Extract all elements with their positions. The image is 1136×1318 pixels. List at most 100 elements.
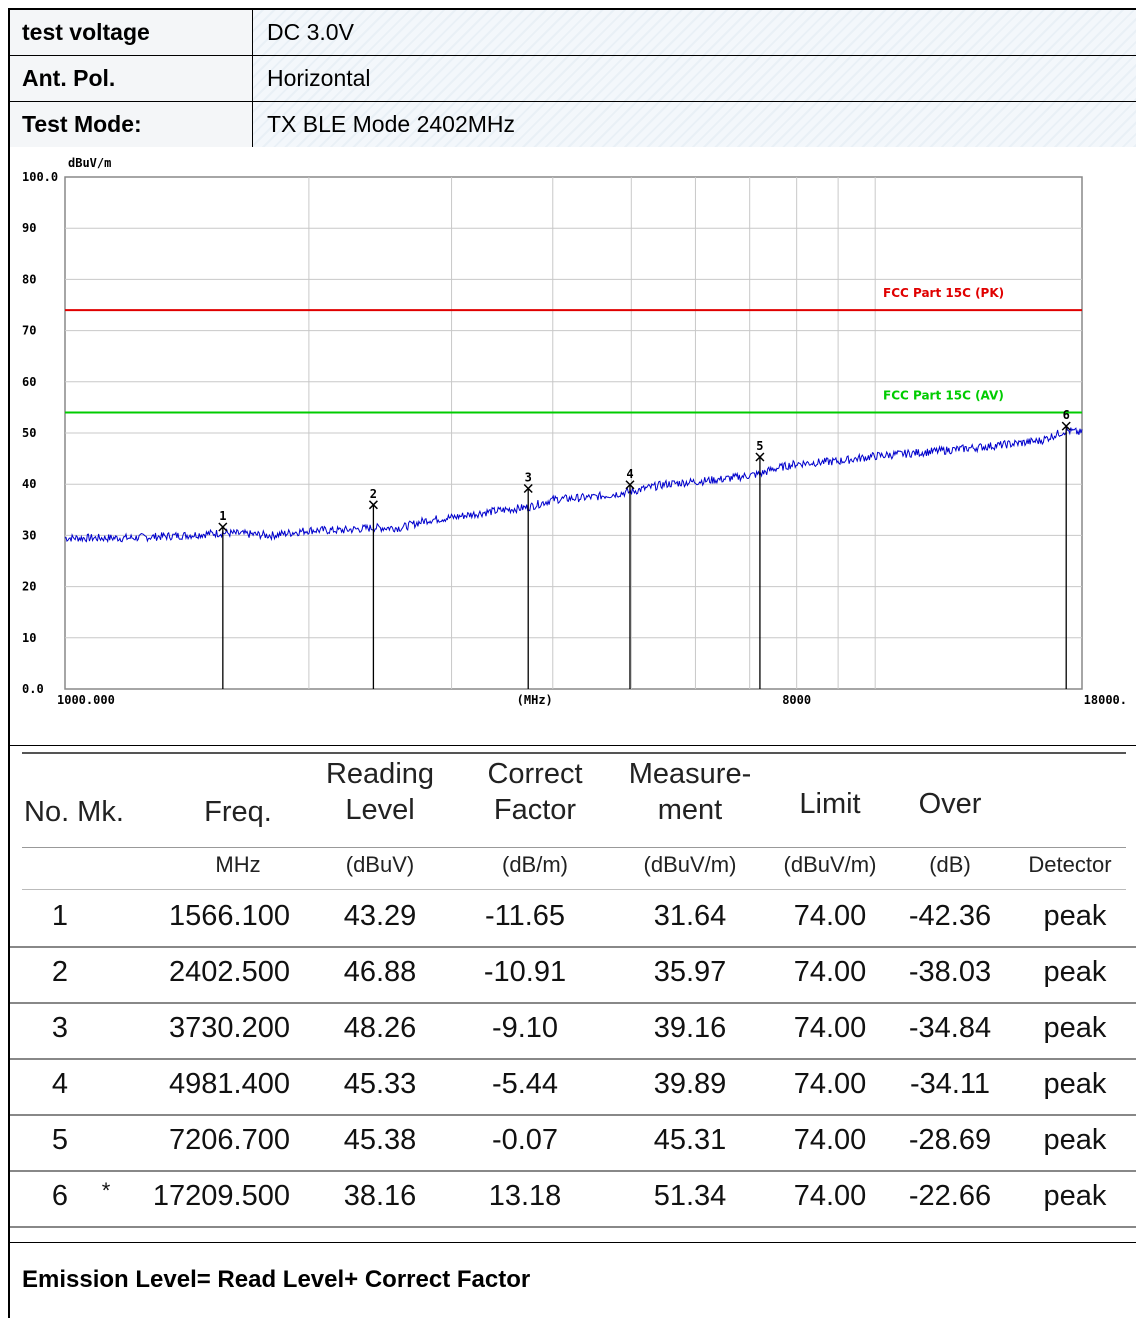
cell-measure: 51.34 <box>653 1180 727 1212</box>
cell-over: -42.36 <box>908 900 992 932</box>
cell-reading: 48.26 <box>343 1012 417 1044</box>
cell-no: 2 <box>51 956 69 988</box>
x-tick-label: 8000 <box>782 693 811 707</box>
cell-limit: 74.00 <box>793 900 867 932</box>
cell-freq: 2402.500 <box>169 956 290 988</box>
cell-over: -28.69 <box>908 1124 992 1156</box>
ant-pol-label: Ant. Pol. <box>10 56 253 101</box>
header-correct-line1: Correct <box>487 758 583 790</box>
cell-no: 1 <box>51 900 69 932</box>
y-tick-label: 70 <box>22 324 36 338</box>
report-frame <box>8 8 1136 1318</box>
marker-label: 5 <box>756 439 763 453</box>
marker-x <box>218 522 228 532</box>
header-over: Over <box>918 788 982 820</box>
cell-detector: peak <box>1043 1068 1107 1100</box>
unit-limit: (dBuV/m) <box>783 852 877 877</box>
cell-limit: 74.00 <box>793 1068 867 1100</box>
y-tick-label: 50 <box>22 426 36 440</box>
unit-over: (dB) <box>929 852 971 877</box>
header-reading-line1: Reading <box>325 758 435 790</box>
test-mode-value: TX BLE Mode 2402MHz <box>253 102 1136 147</box>
y-tick-label: 60 <box>22 375 36 389</box>
cell-correct: -0.07 <box>491 1124 559 1156</box>
cell-no: 4 <box>51 1068 69 1100</box>
table-row: 4 4981.400 45.33 -5.44 39.89 74.00 -34.1… <box>10 1064 1136 1116</box>
cell-over: -34.84 <box>908 1012 992 1044</box>
header-freq: Freq. <box>204 796 272 828</box>
test-voltage-label: test voltage <box>10 10 253 55</box>
marker-label: 1 <box>219 509 226 523</box>
y-tick-label: 20 <box>22 580 36 594</box>
cell-measure: 39.16 <box>653 1012 727 1044</box>
ant-pol-value: Horizontal <box>253 56 1136 101</box>
marker-label: 2 <box>370 487 377 501</box>
cell-limit: 74.00 <box>793 1180 867 1212</box>
emission-trace <box>64 425 1083 544</box>
emission-chart-svg: 100.09080706050403020100.0dBuV/m1000.000… <box>22 156 1127 707</box>
cell-no: 5 <box>51 1124 69 1156</box>
header-no-mk: No. Mk. <box>24 796 124 828</box>
marker-label: 6 <box>1063 408 1070 422</box>
test-mode-label: Test Mode: <box>10 102 253 147</box>
results-table: No. Mk. Freq. Reading Level Correct Fact… <box>10 746 1136 1243</box>
x-tick-label: (MHz) <box>517 693 553 707</box>
cell-limit: 74.00 <box>793 1012 867 1044</box>
y-tick-label: 30 <box>22 528 36 542</box>
cell-freq: 7206.700 <box>169 1124 290 1156</box>
cell-detector: peak <box>1043 1180 1107 1212</box>
cell-no: 6 <box>51 1180 69 1212</box>
header-measure-line2: ment <box>657 794 723 826</box>
table-row: 3 3730.200 48.26 -9.10 39.16 74.00 -34.8… <box>10 1008 1136 1060</box>
marker-x <box>523 483 533 494</box>
cell-detector: peak <box>1043 1124 1107 1156</box>
unit-measure: (dBuV/m) <box>643 852 737 877</box>
cell-freq: 4981.400 <box>169 1068 290 1100</box>
cell-correct: -10.91 <box>483 956 567 988</box>
cell-measure: 45.31 <box>653 1124 727 1156</box>
cell-reading: 45.33 <box>343 1068 417 1100</box>
header-reading-line2: Level <box>345 794 415 826</box>
test-voltage-value: DC 3.0V <box>253 10 1136 55</box>
table-row: 2 2402.500 46.88 -10.91 35.97 74.00 -38.… <box>10 952 1136 1004</box>
table-row: 6 * 17209.500 38.16 13.18 51.34 74.00 -2… <box>10 1176 1136 1228</box>
y-tick-label: 40 <box>22 477 36 491</box>
units-rule <box>22 889 1126 890</box>
cell-no: 3 <box>51 1012 69 1044</box>
test-info-table: test voltage DC 3.0V Ant. Pol. Horizonta… <box>10 10 1136 148</box>
cell-over: -38.03 <box>908 956 992 988</box>
cell-correct: 13.18 <box>488 1180 562 1212</box>
test-voltage-row: test voltage DC 3.0V <box>10 10 1136 56</box>
y-tick-label: 10 <box>22 631 36 645</box>
header-rule <box>22 847 1126 848</box>
unit-freq: MHz <box>215 852 261 877</box>
marker-label: 3 <box>525 471 532 485</box>
cell-correct: -5.44 <box>491 1068 559 1100</box>
y-axis-unit: dBuV/m <box>68 156 111 170</box>
marker-label: 4 <box>626 467 633 481</box>
cell-reading: 38.16 <box>343 1180 417 1212</box>
x-tick-label: 18000. <box>1084 693 1127 707</box>
unit-reading: (dBuV) <box>345 852 415 877</box>
limit-label: FCC Part 15C (AV) <box>883 389 1004 403</box>
y-tick-label: 90 <box>22 221 36 235</box>
cell-freq: 1566.100 <box>169 900 290 932</box>
header-limit: Limit <box>799 788 861 820</box>
cell-over: -22.66 <box>908 1180 992 1212</box>
cell-measure: 35.97 <box>653 956 727 988</box>
unit-correct: (dB/m) <box>502 852 568 877</box>
marker-x <box>625 480 635 490</box>
marker-x <box>755 452 765 462</box>
marker-x <box>1061 421 1071 431</box>
table-top-rule <box>22 752 1126 754</box>
cell-limit: 74.00 <box>793 1124 867 1156</box>
cell-reading: 45.38 <box>343 1124 417 1156</box>
limit-label: FCC Part 15C (PK) <box>883 286 1004 300</box>
header-correct-line2: Factor <box>493 794 577 826</box>
header-measurement: Measure- ment <box>615 756 765 828</box>
cell-mk: * <box>101 1178 111 1203</box>
ant-pol-row: Ant. Pol. Horizontal <box>10 56 1136 102</box>
y-tick-label: 0.0 <box>22 682 44 696</box>
header-correct: Correct Factor <box>465 756 605 828</box>
y-tick-label: 80 <box>22 272 36 286</box>
